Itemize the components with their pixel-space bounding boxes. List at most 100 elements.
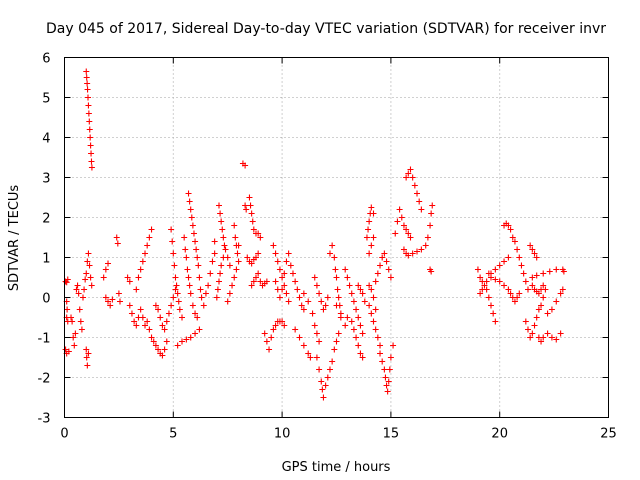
data-point: [169, 238, 176, 245]
data-point: [179, 338, 186, 345]
y-tick-label: 3: [42, 172, 50, 187]
data-point: [105, 298, 112, 305]
data-point: [311, 322, 318, 329]
data-point: [279, 318, 286, 325]
data-point: [170, 294, 177, 301]
data-point: [196, 326, 203, 333]
data-point: [529, 246, 536, 253]
data-point: [72, 330, 79, 337]
data-point: [222, 246, 229, 253]
data-point: [429, 202, 436, 209]
data-point: [83, 68, 90, 75]
data-point: [174, 342, 181, 349]
data-point: [311, 274, 318, 281]
y-axis-label: SDTVAR / TECUs: [7, 185, 22, 292]
data-point: [292, 326, 299, 333]
data-point: [185, 190, 192, 197]
data-point: [318, 378, 325, 385]
data-point: [157, 314, 164, 321]
data-point: [276, 266, 283, 273]
data-point: [183, 254, 190, 261]
data-point: [527, 334, 534, 341]
data-point: [186, 282, 193, 289]
data-point: [492, 318, 499, 325]
data-point: [368, 286, 375, 293]
data-point: [281, 270, 288, 277]
data-point: [359, 354, 366, 361]
data-point: [520, 270, 527, 277]
data-point: [379, 254, 386, 261]
data-point: [218, 218, 225, 225]
data-point: [252, 254, 259, 261]
data-point: [146, 326, 153, 333]
data-point: [81, 286, 88, 293]
data-point: [522, 278, 529, 285]
data-point: [116, 298, 123, 305]
data-point: [272, 322, 279, 329]
data-point: [326, 366, 333, 373]
data-point: [292, 278, 299, 285]
data-point: [189, 222, 196, 229]
data-point: [333, 338, 340, 345]
data-point: [209, 258, 216, 265]
data-point: [105, 260, 112, 267]
data-point: [283, 290, 290, 297]
data-point: [88, 164, 95, 171]
data-point: [85, 102, 92, 109]
data-point: [414, 190, 421, 197]
data-point: [232, 234, 239, 241]
data-point: [348, 290, 355, 297]
data-point: [159, 352, 166, 359]
data-point: [85, 250, 92, 257]
data-point: [279, 286, 286, 293]
data-point: [62, 346, 69, 353]
data-point: [165, 310, 172, 317]
data-point: [385, 266, 392, 273]
data-point: [409, 250, 416, 257]
data-point: [414, 248, 421, 255]
data-point: [263, 278, 270, 285]
data-point: [546, 268, 553, 275]
data-point: [313, 330, 320, 337]
data-point: [270, 242, 277, 249]
data-point: [161, 346, 168, 353]
data-point: [224, 254, 231, 261]
data-point: [332, 266, 339, 273]
data-point: [170, 250, 177, 257]
data-point: [83, 74, 90, 81]
data-point: [231, 222, 238, 229]
data-point: [365, 226, 372, 233]
data-point: [207, 270, 214, 277]
data-point: [344, 274, 351, 281]
data-point: [211, 250, 218, 257]
data-point: [305, 350, 312, 357]
data-point: [403, 226, 410, 233]
data-point: [505, 286, 512, 293]
data-point: [424, 234, 431, 241]
data-point: [490, 310, 497, 317]
plot-frame: [64, 57, 609, 418]
data-point: [350, 326, 357, 333]
data-point: [529, 282, 536, 289]
data-point: [331, 254, 338, 261]
data-point: [548, 334, 555, 341]
data-point: [270, 326, 277, 333]
data-point: [342, 266, 349, 273]
data-point: [366, 302, 373, 309]
data-point: [78, 326, 85, 333]
data-point: [88, 150, 95, 157]
data-point: [244, 254, 251, 261]
data-point: [163, 318, 170, 325]
data-point: [313, 282, 320, 289]
data-point: [184, 266, 191, 273]
data-point: [355, 282, 362, 289]
data-point: [155, 346, 162, 353]
data-point: [261, 330, 268, 337]
data-point: [344, 314, 351, 321]
data-point: [85, 350, 92, 357]
data-point: [509, 234, 516, 241]
data-point: [540, 334, 547, 341]
data-point: [334, 286, 341, 293]
data-point: [150, 338, 157, 345]
data-point: [274, 258, 281, 265]
